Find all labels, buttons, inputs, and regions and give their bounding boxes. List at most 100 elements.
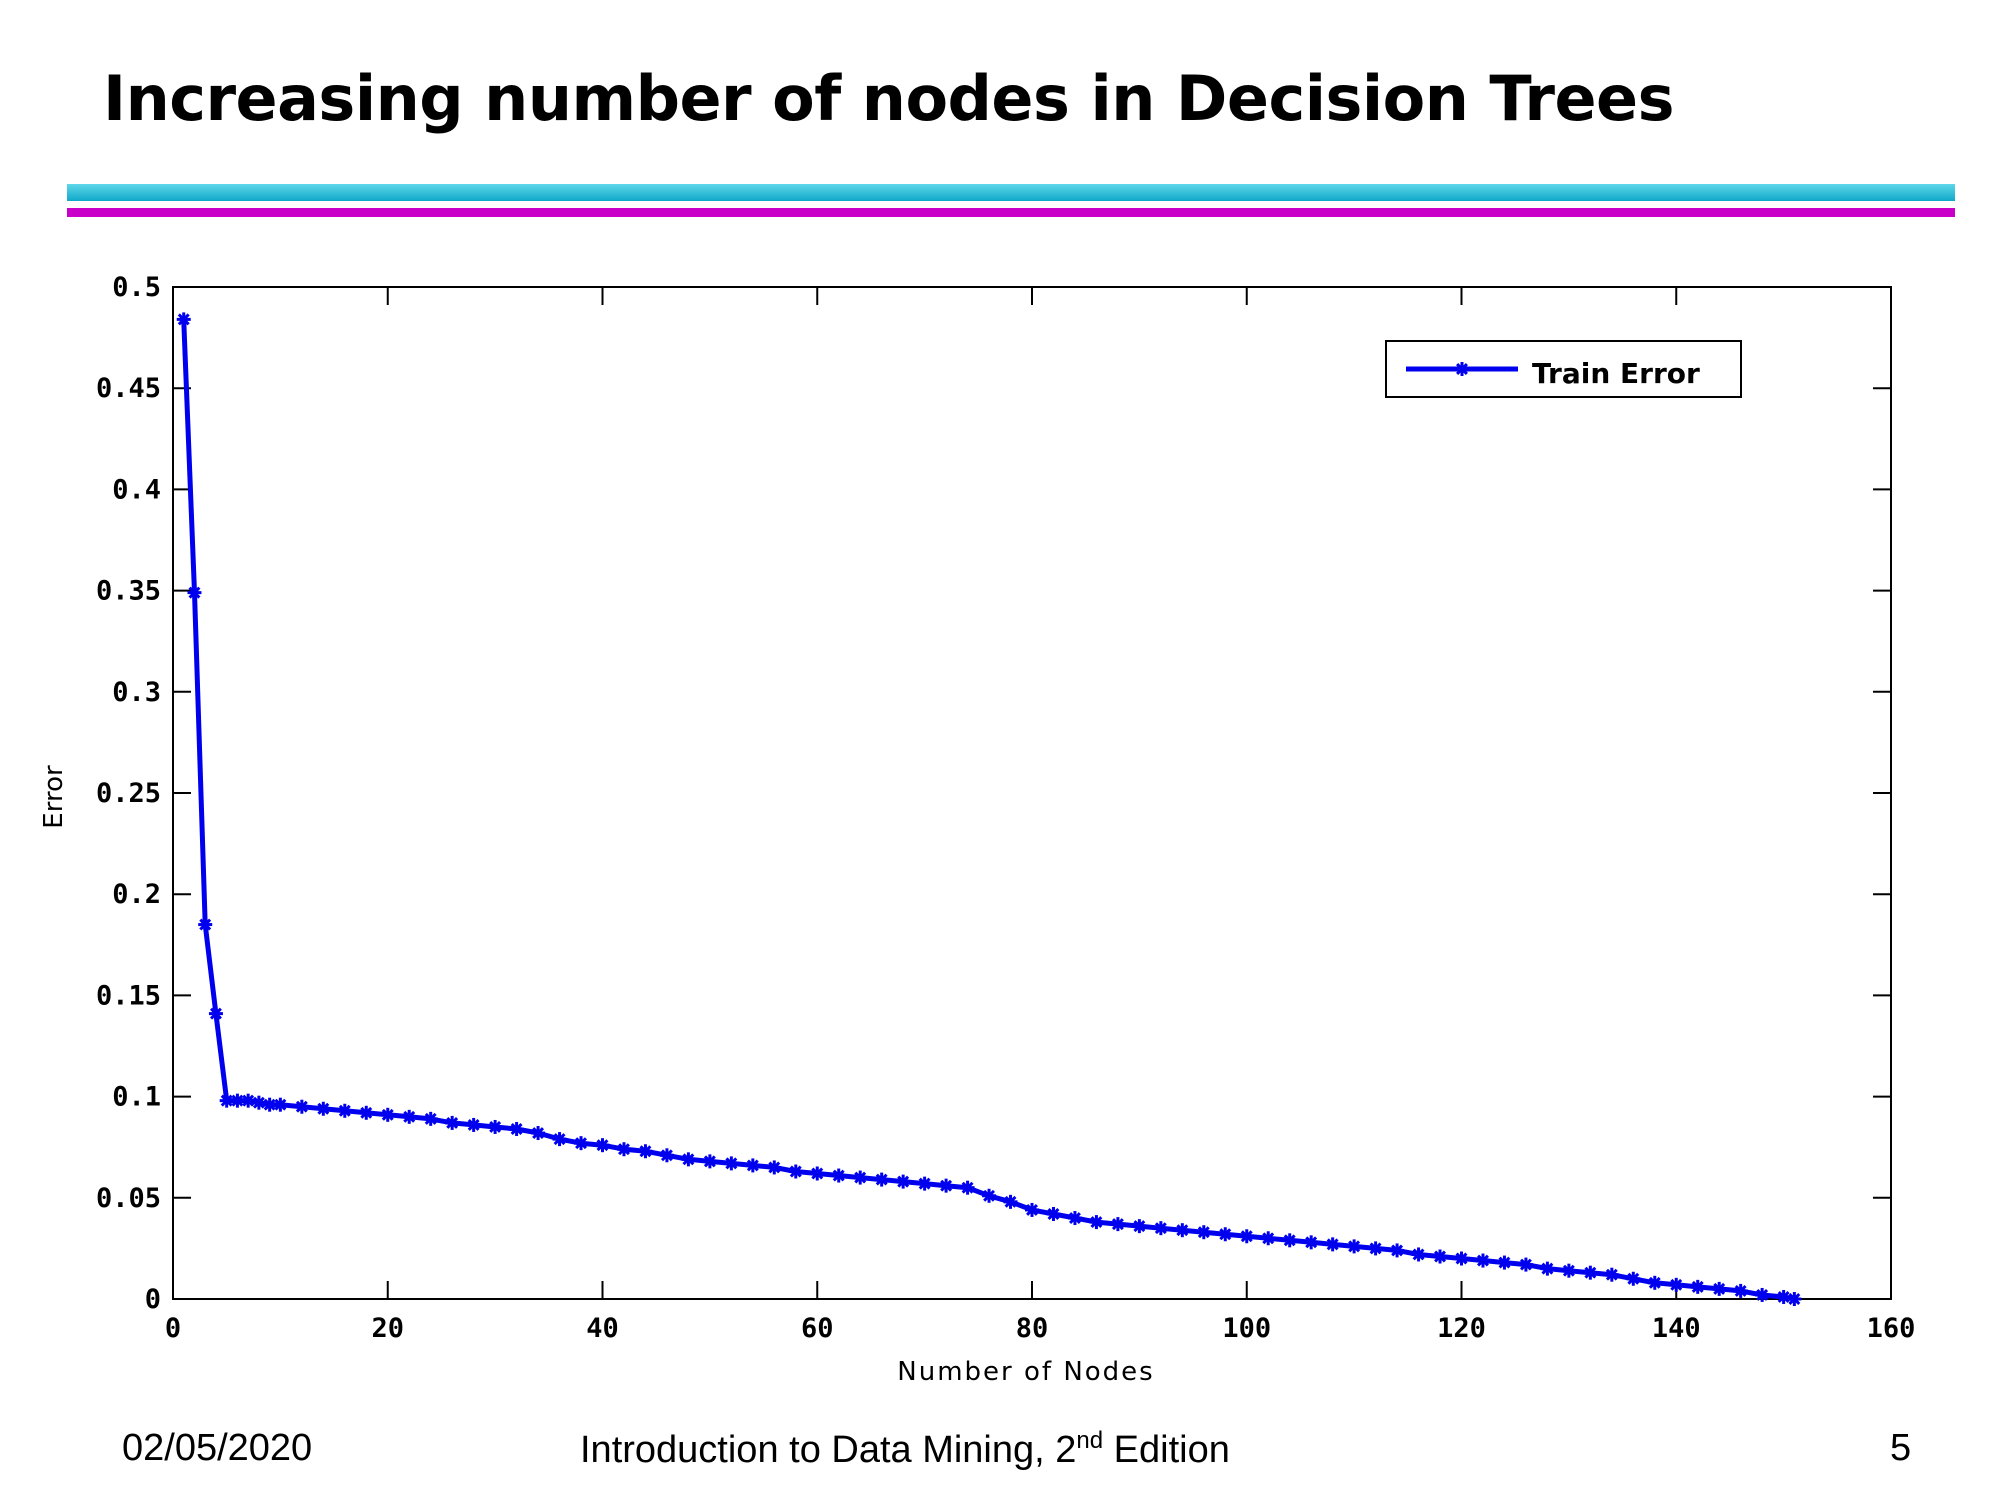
y-tick-label: 0.05 [96,1183,161,1214]
data-point [1046,1206,1061,1221]
data-point [1475,1253,1490,1268]
x-tick-label: 80 [1016,1313,1049,1344]
data-point [1304,1235,1319,1250]
x-tick-label: 20 [371,1313,404,1344]
y-tick-label: 0.25 [96,778,161,809]
data-point [1540,1261,1555,1276]
data-point [1089,1215,1104,1230]
y-tick-label: 0.2 [112,879,161,910]
data-point [531,1126,546,1141]
data-point [1787,1292,1802,1306]
data-point [724,1156,739,1171]
data-point [788,1164,803,1179]
data-point [638,1144,653,1159]
y-tick-label: 0.5 [112,272,161,303]
data-point [874,1172,889,1187]
data-point [1626,1271,1641,1286]
data-point [917,1176,932,1191]
data-point [251,1095,266,1110]
legend-marker-asterisk [1455,362,1469,376]
data-point [509,1121,524,1136]
footer-page-number: 5 [1890,1427,1912,1469]
data-point [380,1107,395,1122]
x-tick-label: 140 [1652,1313,1701,1344]
slide-title: Increasing number of nodes in Decision T… [103,62,1675,135]
data-point [337,1103,352,1118]
data-point [1647,1275,1662,1290]
data-point [1196,1225,1211,1240]
data-point [1583,1265,1598,1280]
data-point [1518,1257,1533,1272]
x-tick-label: 40 [586,1313,619,1344]
y-tick-label: 0.35 [96,576,161,607]
data-point [1368,1241,1383,1256]
data-point [1067,1211,1082,1226]
data-point [187,585,202,600]
data-point [982,1188,997,1203]
data-point [1390,1243,1405,1258]
data-point [1153,1221,1168,1236]
data-point [552,1132,567,1147]
data-point [176,312,191,327]
data-point [445,1115,460,1130]
data-point [1003,1194,1018,1209]
data-point [574,1136,589,1151]
y-tick-label: 0.15 [96,980,161,1011]
data-point [1110,1217,1125,1232]
data-point [1669,1277,1684,1292]
legend: Train Error [1385,340,1742,398]
data-point [198,917,213,932]
x-tick-labels: 0 20 40 60 80 100 120 140 160 [165,1313,1916,1344]
data-point [1261,1231,1276,1246]
data-point [896,1174,911,1189]
data-point [767,1160,782,1175]
y-tick-labels: 0 0.05 0.1 0.15 0.2 0.25 0.3 0.35 0.4 0.45 0.5 [96,272,161,1315]
data-point [1025,1202,1039,1217]
title-rule-magenta [67,208,1955,217]
x-tick-label: 100 [1222,1313,1271,1344]
data-point [810,1166,825,1181]
y-tick-label: 0.45 [96,373,161,404]
data-point [208,1006,223,1021]
data-point [1712,1281,1727,1296]
y-tick-label: 0.1 [112,1082,161,1113]
data-point [359,1105,374,1120]
data-point [1755,1287,1770,1302]
data-point [831,1168,846,1183]
data-point [1218,1227,1233,1242]
data-point [1239,1229,1254,1244]
data-point [1733,1283,1748,1298]
data-point [595,1138,610,1153]
data-point [1411,1247,1426,1262]
data-point [616,1142,631,1157]
course-title-prefix: Introduction to Data Mining, 2 [580,1429,1077,1471]
x-tick-label: 160 [1867,1313,1916,1344]
x-tick-label: 120 [1437,1313,1486,1344]
data-point [1132,1219,1147,1234]
data-point [1325,1237,1340,1252]
course-title-superscript: nd [1076,1427,1104,1454]
data-point [423,1111,438,1126]
footer-date: 02/05/2020 [122,1427,313,1469]
data-point [1690,1279,1705,1294]
data-point [1175,1223,1190,1238]
data-point [1433,1249,1448,1264]
data-point [960,1180,975,1195]
data-point [659,1148,674,1163]
data-point [1454,1251,1469,1266]
plot-area [172,286,1892,1300]
footer-course-title: Introduction to Data Mining, 2nd Edition [580,1427,1230,1472]
data-point [853,1170,868,1185]
data-point [316,1101,331,1116]
y-tick-label: 0.4 [112,474,161,505]
axis-ticks [172,286,1892,1300]
y-tick-label: 0.3 [112,677,161,708]
data-point [702,1154,717,1169]
y-axis-label: Error [39,765,69,829]
legend-label: Train Error [1532,357,1700,390]
data-point [1497,1255,1512,1270]
course-title-suffix: Edition [1103,1429,1230,1471]
data-point [1347,1239,1362,1254]
data-point [488,1119,503,1134]
